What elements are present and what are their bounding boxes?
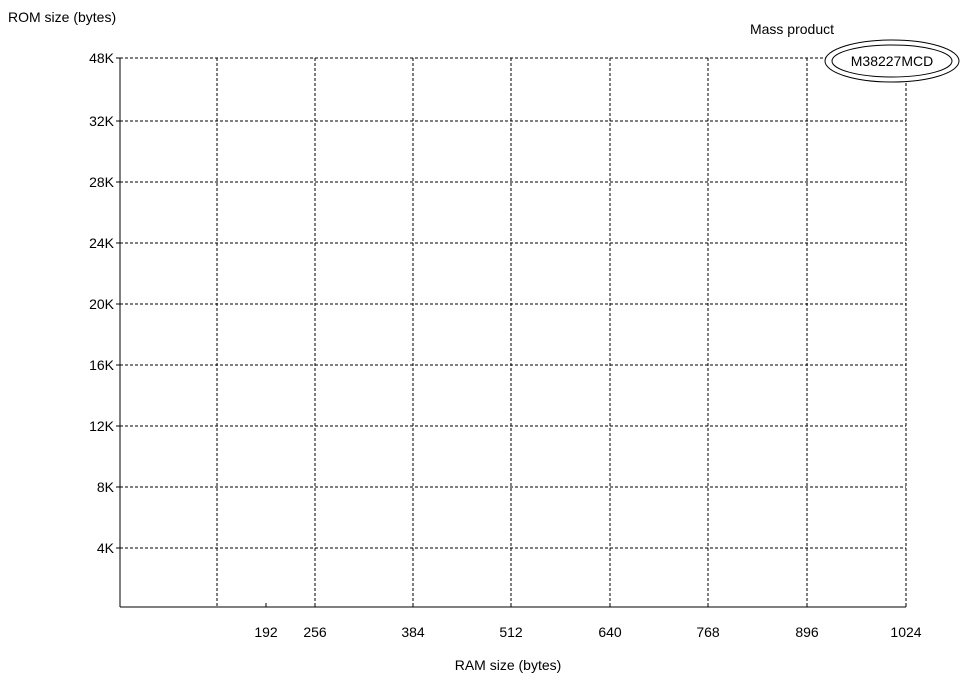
mass-product-label: Mass product xyxy=(750,21,834,37)
y-tick-label: 8K xyxy=(97,479,115,495)
grid xyxy=(120,57,907,607)
y-tick-label: 48K xyxy=(89,50,115,66)
y-tick-label: 20K xyxy=(89,296,115,312)
product-name: M38227MCD xyxy=(851,53,933,69)
y-tick-label: 16K xyxy=(89,357,115,373)
y-tick-label: 4K xyxy=(97,540,115,556)
y-tick-label: 28K xyxy=(89,174,115,190)
x-tick-label: 640 xyxy=(598,624,622,640)
x-tick-label: 256 xyxy=(303,624,327,640)
x-tick-label: 192 xyxy=(254,624,278,640)
y-axis-title: ROM size (bytes) xyxy=(8,9,116,25)
y-tick-label: 32K xyxy=(89,113,115,129)
y-tick-label: 24K xyxy=(89,235,115,251)
x-tick-label: 1024 xyxy=(890,624,921,640)
x-tick-label: 896 xyxy=(795,624,819,640)
product-annotation: Mass product M38227MCD xyxy=(750,21,960,83)
x-tick-label: 384 xyxy=(401,624,425,640)
x-tick-labels: 192 256 384 512 640 768 896 1024 xyxy=(254,603,922,640)
x-axis-title: RAM size (bytes) xyxy=(455,657,562,673)
y-tick-labels: 4K 8K 12K 16K 20K 24K 28K 32K 48K xyxy=(89,50,120,556)
x-tick-label: 768 xyxy=(696,624,720,640)
y-tick-label: 12K xyxy=(89,418,115,434)
axes xyxy=(119,58,906,608)
product-badge-inner xyxy=(831,44,953,78)
x-tick-label: 512 xyxy=(499,624,523,640)
